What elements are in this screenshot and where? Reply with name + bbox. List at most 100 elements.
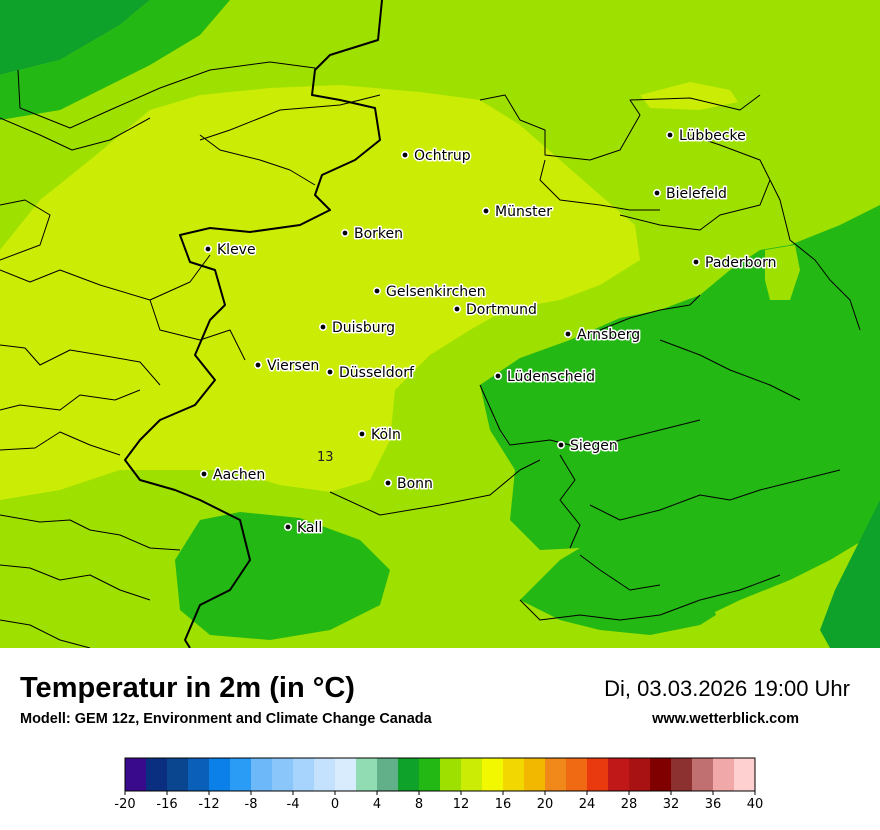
zone-8-10-east — [480, 205, 880, 635]
legend-tick-label: -20 — [114, 797, 135, 812]
city-dot — [357, 429, 366, 438]
temperature-map: 13 Ochtrup Lübbecke Bielefeld Münster Borken… — [0, 0, 880, 648]
legend-swatch — [146, 758, 168, 791]
city-dot — [493, 371, 502, 380]
city-markers: Ochtrup Lübbecke Bielefeld Münster Borken Kle… — [200, 127, 778, 538]
city-dot — [200, 469, 209, 478]
legend-tick-label: 12 — [453, 797, 470, 812]
city-dot — [383, 478, 392, 487]
legend-frame — [124, 757, 756, 792]
legend-swatch — [125, 758, 147, 791]
city-marker: Viersen — [254, 357, 321, 376]
city-marker: Paderborn — [691, 254, 778, 273]
legend-swatch — [545, 758, 567, 791]
city-dot — [563, 329, 572, 338]
city-marker: Gelsenkirchen — [372, 283, 487, 302]
city-dot — [452, 304, 461, 313]
zone-8-10-eifel — [175, 512, 390, 640]
city-label: Kleve — [217, 242, 256, 258]
legend-swatch — [167, 758, 189, 791]
city-dot — [400, 151, 409, 160]
legend-swatch — [335, 758, 357, 791]
legend-swatch — [272, 758, 294, 791]
city-label: Arnsberg — [577, 327, 640, 343]
city-dot — [204, 245, 213, 254]
legend-swatch — [209, 758, 231, 791]
zone-12-14-main — [0, 85, 640, 500]
city-marker: Lüdenscheid — [493, 368, 597, 387]
legend-tick-label: -12 — [198, 797, 219, 812]
legend-tick-label: 32 — [663, 797, 680, 812]
legend-tick-label: 16 — [495, 797, 512, 812]
legend-swatch — [251, 758, 273, 791]
legend-swatch — [608, 758, 630, 791]
legend-tick-label: 20 — [537, 797, 554, 812]
legend-swatch — [671, 758, 693, 791]
city-label: Borken — [354, 226, 403, 242]
legend-swatch — [713, 758, 735, 791]
legend-tick-label: 24 — [579, 797, 596, 812]
city-marker: Dortmund — [452, 301, 538, 320]
model-info: Modell: GEM 12z, Environment and Climate… — [20, 711, 432, 727]
city-marker: Ochtrup — [400, 147, 472, 166]
legend-swatch — [188, 758, 210, 791]
national-border — [124, 0, 383, 648]
city-dot — [318, 322, 327, 331]
legend-swatch — [692, 758, 714, 791]
legend-tick-label: 4 — [373, 797, 381, 812]
legend-swatch — [503, 758, 525, 791]
city-label: Gelsenkirchen — [386, 284, 486, 300]
legend-swatch — [377, 758, 399, 791]
legend-swatch — [293, 758, 315, 791]
region-borders — [0, 61, 861, 648]
forecast-datetime: Di, 03.03.2026 19:00 Uhr — [604, 676, 850, 701]
city-label: Münster — [495, 204, 552, 220]
legend-swatch — [230, 758, 252, 791]
legend-swatch — [356, 758, 378, 791]
city-marker: Siegen — [556, 437, 619, 456]
city-marker: Köln — [357, 426, 402, 445]
city-marker: Bonn — [383, 475, 434, 494]
city-dot — [254, 360, 263, 369]
legend-swatch — [398, 758, 420, 791]
legend-swatch — [566, 758, 588, 791]
city-dot — [340, 229, 349, 238]
city-marker: Bielefeld — [652, 185, 728, 204]
city-label: Kall — [297, 520, 322, 536]
zone-8-10-northwest — [0, 0, 230, 120]
zone-6-8-southeast — [820, 500, 880, 648]
legend-tick-label: -4 — [287, 797, 300, 812]
city-dot — [556, 440, 565, 449]
legend-tick-label: 8 — [415, 797, 423, 812]
city-marker: Düsseldorf — [325, 364, 416, 383]
city-marker: Kleve — [204, 241, 257, 260]
city-label: Bonn — [397, 476, 433, 492]
legend-swatch — [440, 758, 462, 791]
map-value-label: 13 — [317, 450, 334, 465]
legend-swatch — [587, 758, 609, 791]
legend-tick-label: 28 — [621, 797, 638, 812]
city-marker: Lübbecke — [665, 127, 747, 146]
legend-tick-label: 0 — [331, 797, 339, 812]
city-label: Lüdenscheid — [507, 369, 595, 385]
legend-swatch — [629, 758, 651, 791]
city-marker: Duisburg — [318, 319, 397, 338]
temperature-legend: -20 -16 -12 -8 -4 0 4 8 12 16 20 24 28 32 36 40 — [0, 752, 880, 822]
legend-swatch — [734, 758, 756, 791]
city-marker: Aachen — [200, 466, 267, 485]
city-label: Dortmund — [466, 302, 537, 318]
city-dot — [652, 189, 661, 198]
city-label: Paderborn — [705, 255, 776, 271]
website-link[interactable]: www.wetterblick.com — [652, 711, 799, 727]
legend-tick-label: 36 — [705, 797, 722, 812]
city-marker: Münster — [481, 203, 554, 222]
city-dot — [283, 522, 292, 531]
legend-swatch — [524, 758, 546, 791]
city-dot — [691, 257, 700, 266]
legend-tick-label: -16 — [156, 797, 177, 812]
city-dot — [372, 286, 381, 295]
city-marker: Kall — [283, 519, 324, 538]
zone-12-14-north — [640, 82, 738, 110]
legend-tick-label: -8 — [245, 797, 258, 812]
legend-swatch — [482, 758, 504, 791]
